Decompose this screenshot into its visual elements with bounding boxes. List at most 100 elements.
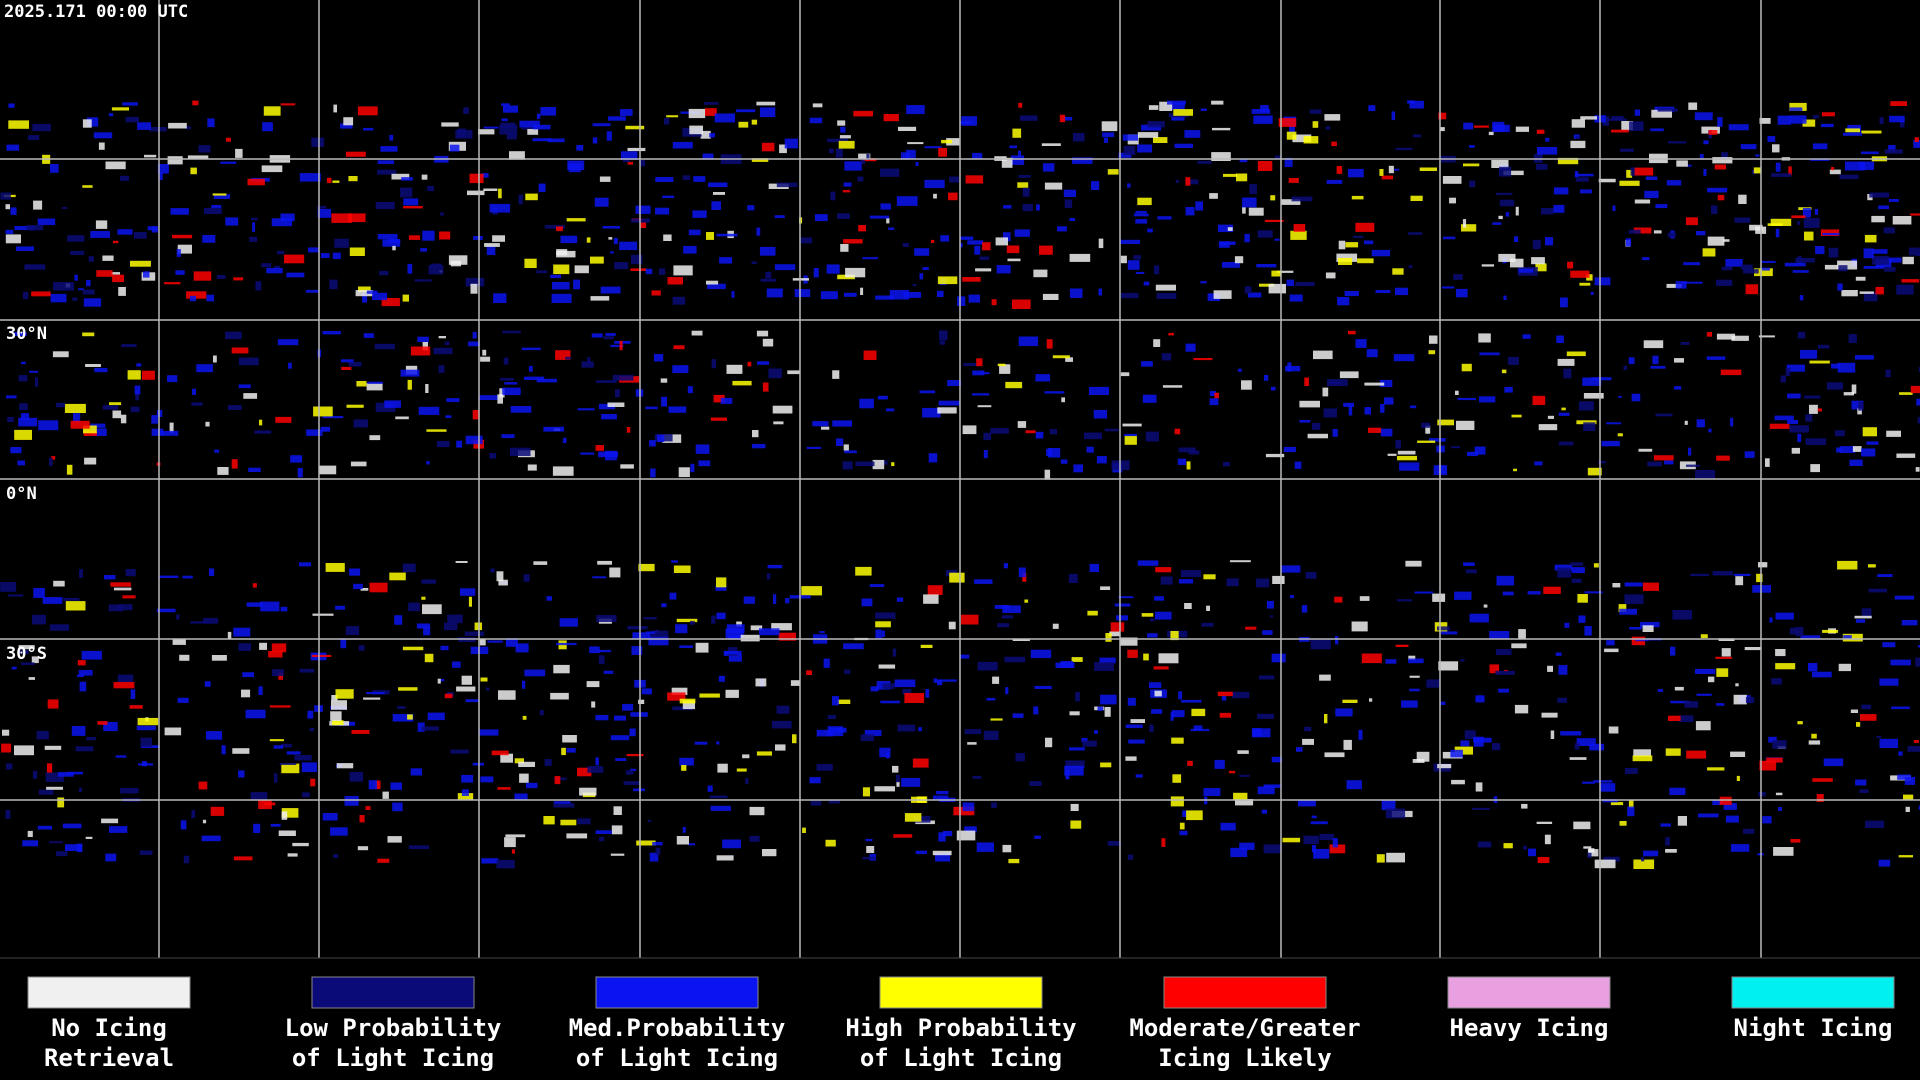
icing-patch	[408, 602, 420, 612]
icing-patch	[906, 149, 916, 160]
icing-patch	[1858, 401, 1864, 411]
icing-patch	[762, 382, 769, 392]
icing-patch	[715, 585, 727, 591]
icing-patch	[389, 572, 406, 581]
icing-patch	[465, 699, 480, 703]
icing-patch	[1364, 382, 1385, 386]
icing-patch	[427, 712, 445, 721]
icing-patch	[881, 630, 885, 638]
icing-patch	[486, 246, 496, 255]
icing-patch	[595, 757, 599, 766]
icing-patch	[785, 598, 790, 604]
icing-patch	[492, 235, 505, 242]
icing-patch	[366, 383, 383, 391]
icing-patch	[286, 272, 305, 278]
icing-patch	[1039, 245, 1053, 255]
icing-patch	[387, 836, 402, 843]
icing-patch	[676, 836, 689, 845]
icing-field	[0, 100, 1920, 869]
icing-patch	[626, 770, 634, 775]
icing-patch	[1579, 282, 1591, 286]
icing-patch	[1288, 178, 1299, 183]
icing-patch	[705, 108, 717, 116]
icing-patch	[922, 267, 929, 270]
icing-patch	[1235, 799, 1254, 806]
icing-patch	[716, 612, 726, 620]
icing-patch	[1120, 637, 1138, 646]
icing-patch	[919, 390, 936, 394]
icing-patch	[93, 132, 113, 139]
icing-patch	[630, 712, 648, 717]
icing-patch	[382, 791, 389, 799]
icing-patch	[1211, 152, 1231, 161]
icing-patch	[66, 464, 73, 475]
icing-patch	[667, 277, 683, 285]
icing-patch	[920, 644, 933, 648]
icing-patch	[187, 155, 209, 160]
icing-patch	[1720, 369, 1742, 376]
icing-patch	[722, 839, 741, 849]
icing-patch	[472, 410, 480, 420]
icing-patch	[503, 357, 509, 365]
icing-patch	[1730, 844, 1750, 852]
icing-patch	[130, 260, 151, 267]
icing-patch	[1859, 291, 1874, 294]
icing-patch	[1456, 288, 1468, 298]
icing-patch	[1716, 668, 1729, 677]
icing-patch	[1475, 695, 1485, 703]
icing-patch	[1072, 157, 1093, 164]
icing-patch	[1376, 854, 1385, 863]
icing-patch	[598, 451, 619, 458]
icing-patch	[1629, 121, 1644, 131]
icing-patch	[1784, 262, 1806, 267]
icing-patch	[395, 416, 409, 420]
icing-patch	[10, 447, 22, 454]
icing-patch	[1122, 134, 1138, 141]
icing-patch	[167, 375, 178, 383]
icing-patch	[1716, 455, 1730, 461]
icing-patch	[655, 207, 670, 215]
icing-patch	[501, 103, 510, 106]
icing-patch	[1837, 283, 1843, 291]
icing-patch	[1147, 121, 1165, 128]
icing-patch	[101, 818, 119, 824]
icing-patch	[1014, 229, 1030, 237]
icing-patch	[490, 568, 495, 573]
icing-patch	[561, 747, 566, 756]
icing-patch	[1133, 255, 1141, 260]
icing-patch	[700, 130, 711, 139]
icing-patch	[1495, 670, 1515, 675]
icing-patch	[1073, 464, 1083, 473]
icing-patch	[1069, 288, 1083, 298]
icing-patch	[1335, 708, 1353, 717]
icing-patch	[679, 757, 694, 766]
icing-patch	[1457, 397, 1476, 401]
icing-patch	[1171, 116, 1185, 121]
icing-patch	[1286, 279, 1294, 287]
icing-patch	[1580, 116, 1597, 120]
icing-patch	[1744, 647, 1761, 651]
icing-patch	[738, 121, 749, 128]
icing-patch	[1387, 453, 1397, 456]
icing-patch	[1743, 828, 1755, 834]
icing-patch	[1861, 608, 1872, 618]
icing-patch	[1153, 137, 1168, 143]
icing-patch	[891, 462, 895, 467]
icing-patch	[1628, 357, 1635, 365]
icing-patch	[893, 834, 913, 838]
icing-patch	[1002, 605, 1021, 613]
legend-swatch	[1447, 976, 1611, 1009]
icing-patch	[56, 851, 68, 857]
icing-patch	[1569, 757, 1587, 760]
icing-patch	[932, 850, 952, 856]
icing-patch	[928, 453, 938, 463]
icing-patch	[1590, 291, 1594, 295]
icing-patch	[1332, 838, 1338, 848]
icing-patch	[1666, 180, 1682, 186]
icing-patch	[1093, 410, 1107, 419]
icing-patch	[1611, 129, 1629, 133]
icing-patch	[688, 108, 706, 119]
icing-patch	[1276, 270, 1294, 273]
icing-patch	[467, 190, 485, 196]
icing-patch	[1217, 691, 1233, 697]
